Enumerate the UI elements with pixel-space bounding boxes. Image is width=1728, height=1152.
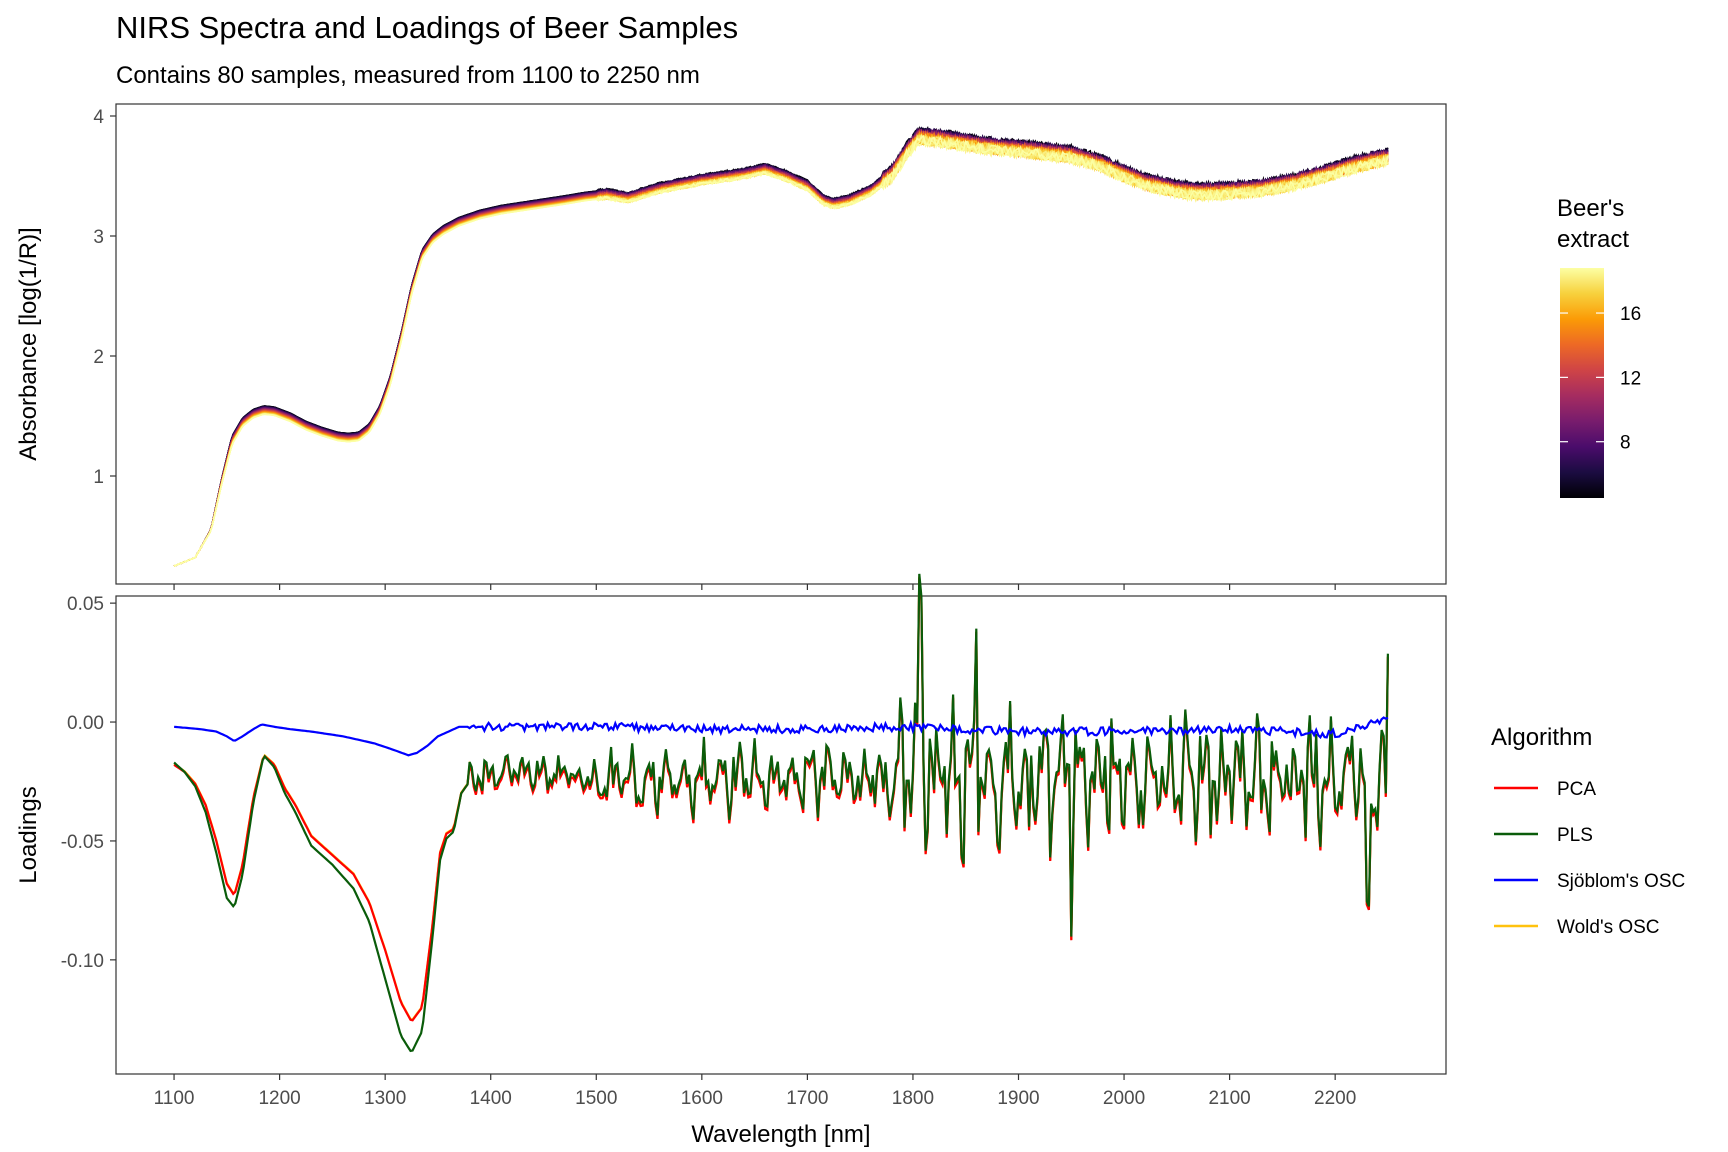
loadings-line-sj-blom-s-osc [173,716,1389,757]
legend-label-3: Sjöblom's OSC [1557,871,1685,892]
spectra-y-tick-label: 4 [93,107,104,128]
colorbar-ticks: 8 12 16 [1560,304,1641,454]
x-tick-label: 1800 [892,1088,934,1109]
chart-subtitle: Contains 80 samples, measured from 1100 … [116,62,700,89]
x-tick-label: 2100 [1208,1088,1250,1109]
colorbar-title-line-2: extract [1557,226,1629,253]
loadings-y-tick-label: -0.05 [61,832,104,853]
colorbar-gradient [1560,268,1604,498]
spectra-y-axis: 1 2 3 4 [93,107,116,488]
x-tick-label: 1300 [364,1088,406,1109]
spectra-panel: 1 2 3 4 Absorbance [log(1/R)] [15,103,1447,590]
x-tick-label: 1100 [154,1088,195,1109]
x-tick-label: 1400 [470,1088,512,1109]
x-tick-label: 1200 [258,1088,300,1109]
x-tick-label: 1500 [575,1088,617,1109]
loadings-panel: 0.050.00-0.05-0.10 1100 1200 1300 1400 1500 1… [15,573,1447,1109]
loadings-lines [173,573,1389,1053]
spectra-y-axis-title: Absorbance [log(1/R)] [15,227,42,460]
colorbar-title-line-1: Beer's [1557,195,1624,222]
legend-label-2: PLS [1557,825,1593,846]
spectra-y-tick-label: 3 [93,227,104,248]
x-tick-label: 2000 [1103,1088,1145,1109]
legend-title: Algorithm [1491,724,1592,751]
colorbar-tick-label: 8 [1620,433,1631,454]
x-tick-label: 1600 [681,1088,723,1109]
loadings-line-pls [173,573,1389,1053]
colorbar-tick-label: 12 [1620,368,1641,389]
spectrum-line-80 [173,135,1389,567]
legend-label-1: PCA [1557,779,1596,800]
loadings-y-axis-title: Loadings [15,786,42,883]
legend-label-4: Wold's OSC [1557,917,1660,938]
colorbar-tick-label: 16 [1620,304,1641,325]
x-tick-label: 2200 [1314,1088,1356,1109]
loadings-y-tick-label: 0.05 [67,594,104,615]
spectra-y-tick-label: 1 [93,467,104,488]
chart-title: NIRS Spectra and Loadings of Beer Sample… [116,10,738,45]
loadings-y-tick-label: 0.00 [67,713,104,734]
spectra-lines [173,125,1389,567]
loadings-x-axis: 1100 1200 1300 1400 1500 1600 1700 1800 1900 2000… [154,1074,1356,1109]
extract-colorbar-legend: Beer's extract 8 12 16 [1557,195,1641,498]
loadings-panel-frame [115,595,1447,1075]
x-tick-label: 1900 [997,1088,1039,1109]
x-tick-label: 1700 [786,1088,828,1109]
x-axis-title: Wavelength [nm] [691,1121,870,1148]
loadings-y-axis: 0.05 0.00 -0.05 -0.10 [61,594,116,972]
spectra-x-ticks [173,584,1336,590]
spectra-y-tick-label: 2 [93,347,104,368]
loadings-y-tick-label: -0.10 [61,951,104,972]
algorithm-legend: Algorithm PCA PLS Sjöblom's OSC Wold's OSC [1491,724,1685,938]
